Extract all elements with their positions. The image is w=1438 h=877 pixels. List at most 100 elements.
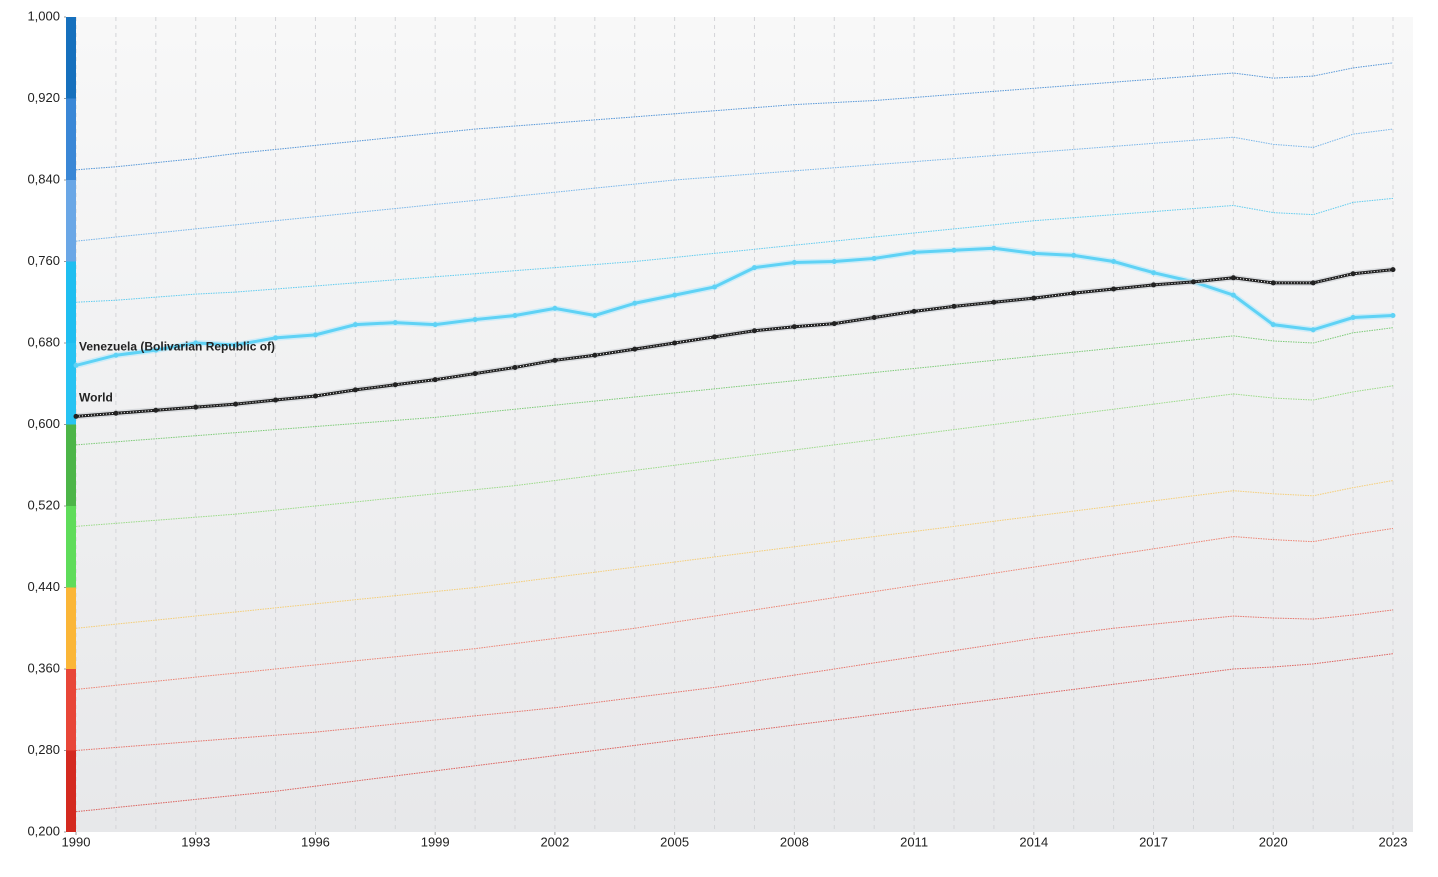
category-band [66,750,76,832]
series-line [75,653,1394,813]
point [1350,315,1356,321]
point [1350,271,1356,277]
point [1310,280,1316,286]
category-band [66,343,76,425]
point [592,312,598,318]
point [1151,270,1157,276]
point [1390,312,1396,318]
point [871,255,877,261]
x-tick-label: 1993 [181,834,210,849]
category-band [66,424,76,506]
point [392,382,398,388]
point [911,249,917,255]
category-band [66,180,76,262]
point [392,320,398,326]
x-tick-label: 2020 [1259,834,1288,849]
point [273,397,279,403]
y-tick-label: 0,840 [27,171,60,186]
point [951,303,957,309]
point [672,340,678,346]
point [1230,292,1236,298]
point [472,317,478,323]
y-tick-label: 0,920 [27,90,60,105]
point [73,413,79,419]
point [791,260,797,266]
point [352,387,358,393]
x-tick-label: 2023 [1379,834,1408,849]
point [951,247,957,253]
point [1151,282,1157,288]
category-band [66,506,76,588]
y-tick-label: 0,520 [27,497,60,512]
point [1111,286,1117,292]
series-line [75,480,1394,629]
point [1111,259,1117,264]
point [472,371,478,377]
point [153,407,159,413]
point [1230,275,1236,281]
point [312,393,318,399]
point [632,300,638,306]
point [1310,327,1316,333]
point [1190,279,1196,285]
y-tick-label: 0,200 [27,823,60,838]
category-band [66,98,76,180]
series-line [75,197,1394,303]
x-tick-label: 2002 [540,834,569,849]
series-line [75,327,1394,446]
point [312,332,318,338]
series-line [75,527,1394,690]
point [831,259,837,264]
point [273,335,279,341]
point [751,328,757,334]
x-tick-label: 1996 [301,834,330,849]
point [1031,295,1037,301]
point [73,362,79,368]
category-band [66,17,76,99]
series-line [75,609,1394,751]
y-tick-label: 0,440 [27,579,60,594]
point [672,292,678,298]
x-tick-label: 2011 [900,834,928,849]
point [113,410,119,416]
point [991,299,997,305]
point [113,352,119,358]
point [791,324,797,330]
y-tick-label: 0,360 [27,660,60,675]
category-band [66,261,76,343]
x-tick-label: 2014 [1019,834,1048,849]
point [592,352,598,358]
plot-background [76,17,1413,832]
series-line [75,385,1394,527]
point [432,377,438,383]
point [153,347,159,353]
point [512,364,518,370]
x-tick-label: 2017 [1139,834,1168,849]
point [911,308,917,314]
point [193,340,199,346]
point [712,334,718,340]
y-tick-label: 0,760 [27,253,60,268]
series-line [75,246,1394,367]
category-band [66,587,76,669]
point [1071,290,1077,296]
series-line [75,268,1394,418]
point [751,265,757,271]
point [632,346,638,352]
point [871,315,877,321]
point [991,245,997,251]
point [512,312,518,318]
series-line [75,128,1394,242]
point [233,342,239,348]
series-label: World [79,391,113,405]
point [233,401,239,407]
x-tick-label: 1999 [421,834,450,849]
x-tick-label: 1990 [62,834,91,849]
point [552,305,558,311]
y-tick-label: 0,600 [27,416,60,431]
point [352,322,358,328]
point [1390,267,1396,273]
point [712,284,718,290]
